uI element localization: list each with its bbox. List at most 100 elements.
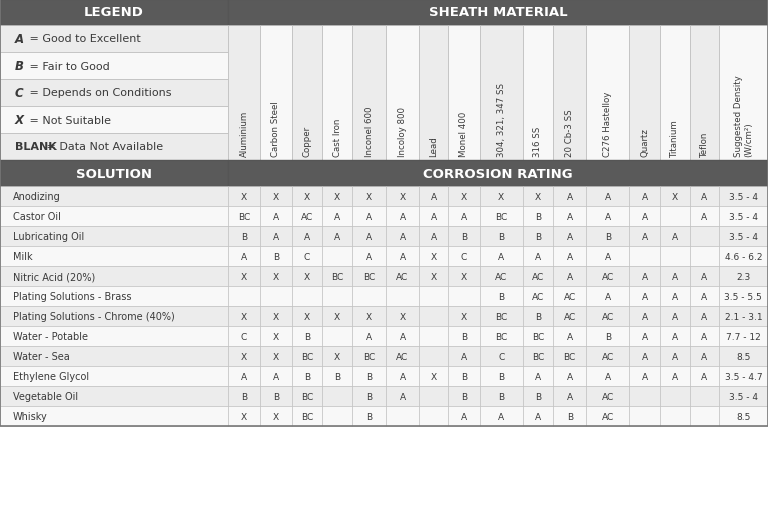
Text: A: A: [701, 292, 707, 301]
Text: X: X: [241, 412, 247, 420]
Text: BC: BC: [238, 212, 250, 221]
Text: Nitric Acid (20%): Nitric Acid (20%): [12, 271, 94, 281]
Bar: [630, 406, 660, 426]
Text: A: A: [701, 352, 707, 361]
Bar: [0, 0, 228, 26]
Bar: [553, 207, 587, 227]
Text: A: A: [399, 332, 406, 341]
Bar: [228, 306, 260, 326]
Text: = Data Not Available: = Data Not Available: [43, 142, 163, 152]
Bar: [587, 227, 630, 246]
Text: A: A: [399, 212, 406, 221]
Text: A: A: [672, 292, 678, 301]
Text: Titanium: Titanium: [670, 119, 680, 157]
Bar: [630, 246, 660, 267]
Bar: [0, 53, 228, 80]
Text: A: A: [672, 272, 678, 281]
Bar: [0, 326, 228, 346]
Text: B: B: [605, 232, 611, 241]
Bar: [322, 406, 353, 426]
Bar: [523, 26, 553, 161]
Bar: [523, 326, 553, 346]
Text: BC: BC: [495, 312, 508, 321]
Text: 3.5 - 5.5: 3.5 - 5.5: [724, 292, 762, 301]
Bar: [690, 346, 719, 366]
Text: A: A: [701, 272, 707, 281]
Text: X: X: [334, 352, 340, 361]
Bar: [719, 386, 768, 406]
Text: B: B: [498, 372, 505, 381]
Bar: [553, 326, 587, 346]
Bar: [690, 187, 719, 207]
Bar: [0, 134, 228, 161]
Text: X: X: [241, 352, 247, 361]
Text: A: A: [567, 252, 573, 261]
Text: Lead: Lead: [429, 136, 438, 157]
Bar: [322, 346, 353, 366]
Bar: [0, 267, 228, 287]
Bar: [386, 406, 419, 426]
Bar: [660, 207, 690, 227]
Bar: [386, 267, 419, 287]
Text: Copper: Copper: [303, 126, 312, 157]
Text: A: A: [535, 252, 541, 261]
Bar: [660, 246, 690, 267]
Bar: [587, 306, 630, 326]
Text: B: B: [567, 412, 573, 420]
Text: Suggested Density
(W/cm²): Suggested Density (W/cm²): [733, 75, 753, 157]
Bar: [322, 26, 353, 161]
Text: C: C: [461, 252, 467, 261]
Bar: [419, 346, 448, 366]
Text: BC: BC: [531, 352, 544, 361]
Text: BC: BC: [495, 212, 508, 221]
Text: A: A: [399, 232, 406, 241]
Bar: [228, 227, 260, 246]
Bar: [448, 227, 480, 246]
Text: B: B: [605, 332, 611, 341]
Text: A: A: [567, 392, 573, 401]
Bar: [660, 366, 690, 386]
Text: A: A: [498, 252, 505, 261]
Bar: [0, 0, 768, 426]
Bar: [260, 326, 292, 346]
Text: AC: AC: [602, 392, 614, 401]
Text: AC: AC: [495, 272, 508, 281]
Bar: [292, 346, 322, 366]
Bar: [292, 386, 322, 406]
Text: BC: BC: [301, 352, 313, 361]
Text: C: C: [498, 352, 505, 361]
Bar: [448, 326, 480, 346]
Text: A: A: [672, 232, 678, 241]
Text: 4.6 - 6.2: 4.6 - 6.2: [724, 252, 762, 261]
Text: AC: AC: [602, 272, 614, 281]
Text: Vegetable Oil: Vegetable Oil: [12, 391, 78, 401]
Bar: [228, 326, 260, 346]
Bar: [660, 26, 690, 161]
Bar: [322, 207, 353, 227]
Bar: [553, 227, 587, 246]
Text: A: A: [399, 252, 406, 261]
Text: C276 Hastelloy: C276 Hastelloy: [604, 92, 612, 157]
Text: 3.5 - 4: 3.5 - 4: [729, 392, 758, 401]
Text: B: B: [461, 372, 467, 381]
Bar: [228, 246, 260, 267]
Bar: [228, 346, 260, 366]
Bar: [480, 267, 523, 287]
Bar: [0, 107, 228, 134]
Text: B: B: [535, 312, 541, 321]
Text: A: A: [366, 212, 372, 221]
Bar: [419, 246, 448, 267]
Bar: [353, 26, 386, 161]
Bar: [719, 406, 768, 426]
Text: A: A: [672, 332, 678, 341]
Text: X: X: [304, 272, 310, 281]
Bar: [630, 287, 660, 306]
Text: Incoloy 800: Incoloy 800: [398, 107, 407, 157]
Bar: [480, 26, 523, 161]
Text: BC: BC: [301, 392, 313, 401]
Bar: [322, 326, 353, 346]
Bar: [480, 227, 523, 246]
Text: X: X: [273, 312, 279, 321]
Text: = Not Suitable: = Not Suitable: [26, 115, 111, 125]
Bar: [419, 326, 448, 346]
